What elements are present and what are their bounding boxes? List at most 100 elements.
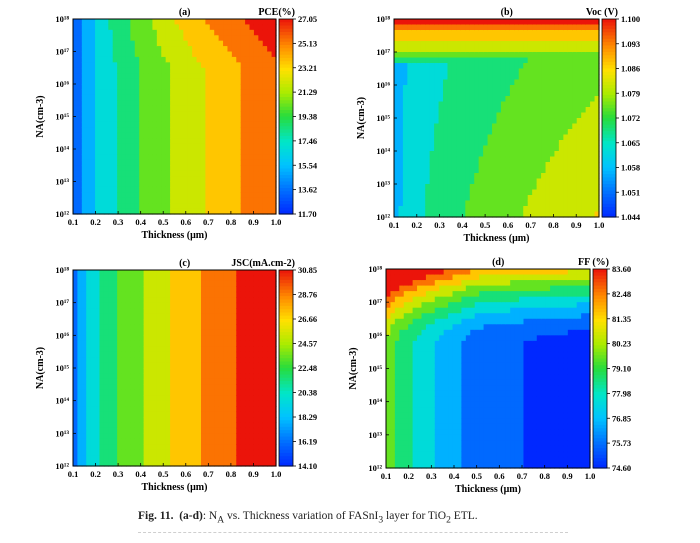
heat-cell xyxy=(236,208,242,215)
heat-cell xyxy=(434,189,440,196)
heat-cell xyxy=(152,313,158,320)
heat-cell xyxy=(218,427,224,434)
heat-cell xyxy=(152,78,158,85)
heat-cell xyxy=(77,121,83,128)
colorbar-segment xyxy=(279,87,293,92)
heat-cell xyxy=(187,286,193,293)
heat-cell xyxy=(152,116,158,123)
heat-cell xyxy=(125,362,131,369)
heat-cell xyxy=(73,346,79,353)
heat-cell xyxy=(134,433,140,440)
heat-cell xyxy=(214,449,220,456)
heat-cell xyxy=(95,455,101,462)
heat-cell xyxy=(130,357,136,364)
heat-cell xyxy=(549,151,556,158)
heat-cell xyxy=(174,89,180,96)
colorbar-segment xyxy=(602,127,616,132)
heat-cell xyxy=(469,107,475,114)
heat-cell xyxy=(125,181,131,188)
heat-cell xyxy=(112,346,118,353)
heat-cell xyxy=(572,107,578,114)
heat-cell xyxy=(487,112,493,119)
heat-cell xyxy=(108,280,114,287)
heat-cell xyxy=(240,121,246,128)
heat-cell xyxy=(156,422,162,429)
heat-cell xyxy=(240,308,246,315)
heat-cell xyxy=(231,100,237,107)
heat-cell xyxy=(134,89,140,96)
heat-cell xyxy=(245,351,251,358)
heat-cell xyxy=(218,170,224,177)
heat-cell xyxy=(214,357,220,364)
heat-cell xyxy=(514,24,520,31)
heat-cell xyxy=(590,107,596,114)
heat-cell xyxy=(125,335,131,342)
heat-cell xyxy=(271,24,277,31)
heat-cell xyxy=(90,127,96,134)
heat-cell xyxy=(549,195,556,202)
heat-cell xyxy=(152,127,158,134)
heat-cell xyxy=(108,154,114,161)
heat-cell xyxy=(117,84,123,91)
heat-cell xyxy=(438,140,444,147)
colorbar-segment xyxy=(279,139,293,144)
heat-cell xyxy=(139,105,145,112)
heat-cell xyxy=(209,395,215,402)
heat-cell xyxy=(95,73,101,80)
colorbar-segment xyxy=(602,170,616,175)
heat-cell xyxy=(192,100,198,107)
heat-cell xyxy=(77,62,83,69)
heat-cell xyxy=(514,52,520,59)
heat-cell xyxy=(594,129,600,136)
heat-cell xyxy=(231,51,237,58)
heat-cell xyxy=(581,52,587,59)
heat-cell xyxy=(95,35,101,42)
heat-cell xyxy=(148,275,154,282)
heat-cell xyxy=(121,270,127,277)
heat-cell xyxy=(156,165,162,172)
heat-cell xyxy=(523,57,529,64)
heat-cell xyxy=(81,427,87,434)
heat-cell xyxy=(492,79,498,86)
heat-cell xyxy=(483,123,489,130)
heat-cell xyxy=(112,149,118,156)
heat-cell xyxy=(73,329,79,336)
heat-cell xyxy=(95,395,101,402)
heat-cell xyxy=(236,384,242,391)
heat-cell xyxy=(563,200,569,207)
heat-cell xyxy=(196,89,202,96)
heat-cell xyxy=(447,211,453,218)
heat-cell xyxy=(103,154,109,161)
heat-cell xyxy=(183,165,189,172)
heat-cell xyxy=(152,335,158,342)
heat-cell xyxy=(86,73,92,80)
heat-cell xyxy=(183,203,189,210)
heat-cell xyxy=(152,422,158,429)
heat-cell xyxy=(209,384,215,391)
heat-cell xyxy=(411,41,417,48)
heat-cell xyxy=(460,167,466,174)
heat-cell xyxy=(121,351,127,358)
heat-cell xyxy=(209,455,215,462)
heat-cell xyxy=(205,121,211,128)
heat-cell xyxy=(518,63,524,70)
heat-cell xyxy=(183,94,189,101)
heat-cell xyxy=(487,101,493,108)
heat-cell xyxy=(152,378,158,385)
heat-cell xyxy=(174,346,180,353)
heat-cell xyxy=(456,96,462,103)
heat-cell xyxy=(567,85,573,92)
heat-cell xyxy=(86,280,92,287)
heat-cell xyxy=(148,346,154,353)
heat-cell xyxy=(572,74,578,81)
heat-cell xyxy=(209,329,215,336)
heat-cell xyxy=(240,62,246,69)
heat-cell xyxy=(99,329,105,336)
heat-cell xyxy=(402,101,408,108)
heat-cell xyxy=(420,68,426,75)
heat-cell xyxy=(103,400,109,407)
heat-cell xyxy=(236,335,242,342)
heat-cell xyxy=(407,112,413,119)
heat-cell xyxy=(469,151,475,158)
heat-cell xyxy=(536,162,542,169)
